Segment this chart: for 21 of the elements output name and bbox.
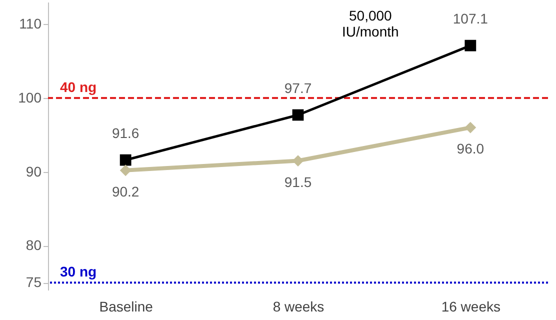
y-tick-label: 100 (18, 90, 42, 106)
ref-line-label: 40 ng (60, 79, 97, 95)
y-tick-label: 80 (26, 237, 42, 254)
point (464, 40, 476, 52)
data-label: 90.2 (112, 183, 140, 200)
data-label: 97.7 (284, 80, 312, 96)
y-tick-label: 110 (19, 16, 42, 32)
data-label: 91.6 (112, 125, 140, 142)
data-label: 96.0 (456, 140, 484, 157)
y-tick-label: 75 (26, 274, 42, 290)
x-tick-label: Baseline (99, 298, 154, 314)
ref-line-label: 30 ng (60, 264, 97, 280)
x-tick-label: 8 weeks (272, 298, 324, 314)
y-tick-label: 90 (26, 163, 42, 180)
x-tick-label: 16 weeks (441, 298, 500, 314)
point (120, 154, 132, 166)
text: 50,000 IU/month (342, 8, 399, 40)
point (464, 122, 476, 134)
data-label: 91.5 (284, 174, 312, 190)
point (292, 109, 304, 121)
data-label: 107.1 (452, 10, 488, 27)
